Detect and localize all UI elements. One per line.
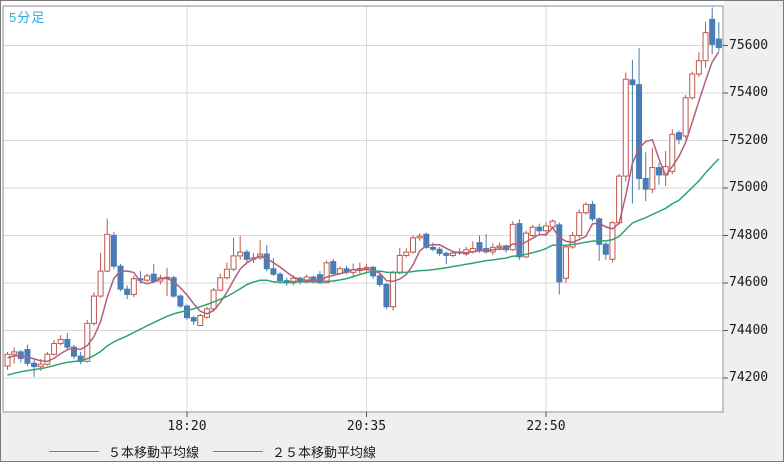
y-axis-label: 74800	[729, 227, 769, 243]
y-axis-label: 74600	[729, 275, 769, 290]
ma5-line	[7, 51, 720, 363]
timeframe-label: 5分足	[9, 10, 46, 25]
legend-label-ma5: ５本移動平均線	[108, 445, 200, 460]
legend-label-ma25: ２５本移動平均線	[272, 445, 377, 460]
x-axis-panel	[1, 413, 783, 461]
y-axis-label: 75400	[729, 85, 769, 100]
y-axis-label: 75600	[729, 37, 769, 53]
ma5-line-swatch-icon	[49, 451, 99, 452]
y-axis-label: 75000	[729, 180, 769, 195]
y-axis-label: 74400	[729, 322, 769, 338]
legend-item-ma5: ５本移動平均線	[49, 442, 199, 461]
y-axis-panel	[724, 1, 783, 461]
x-axis-label: 22:50	[526, 419, 566, 434]
y-axis-label: 74200	[729, 370, 769, 385]
legend-item-ma25: ２５本移動平均線	[213, 442, 376, 461]
x-axis-label: 18:20	[167, 419, 207, 434]
ma25-line-swatch-icon	[213, 451, 264, 452]
legend: ５本移動平均線 ２５本移動平均線	[49, 442, 376, 461]
y-axis-label: 75200	[729, 132, 769, 148]
ma25-line	[7, 158, 720, 376]
x-axis-label: 20:35	[346, 419, 387, 434]
